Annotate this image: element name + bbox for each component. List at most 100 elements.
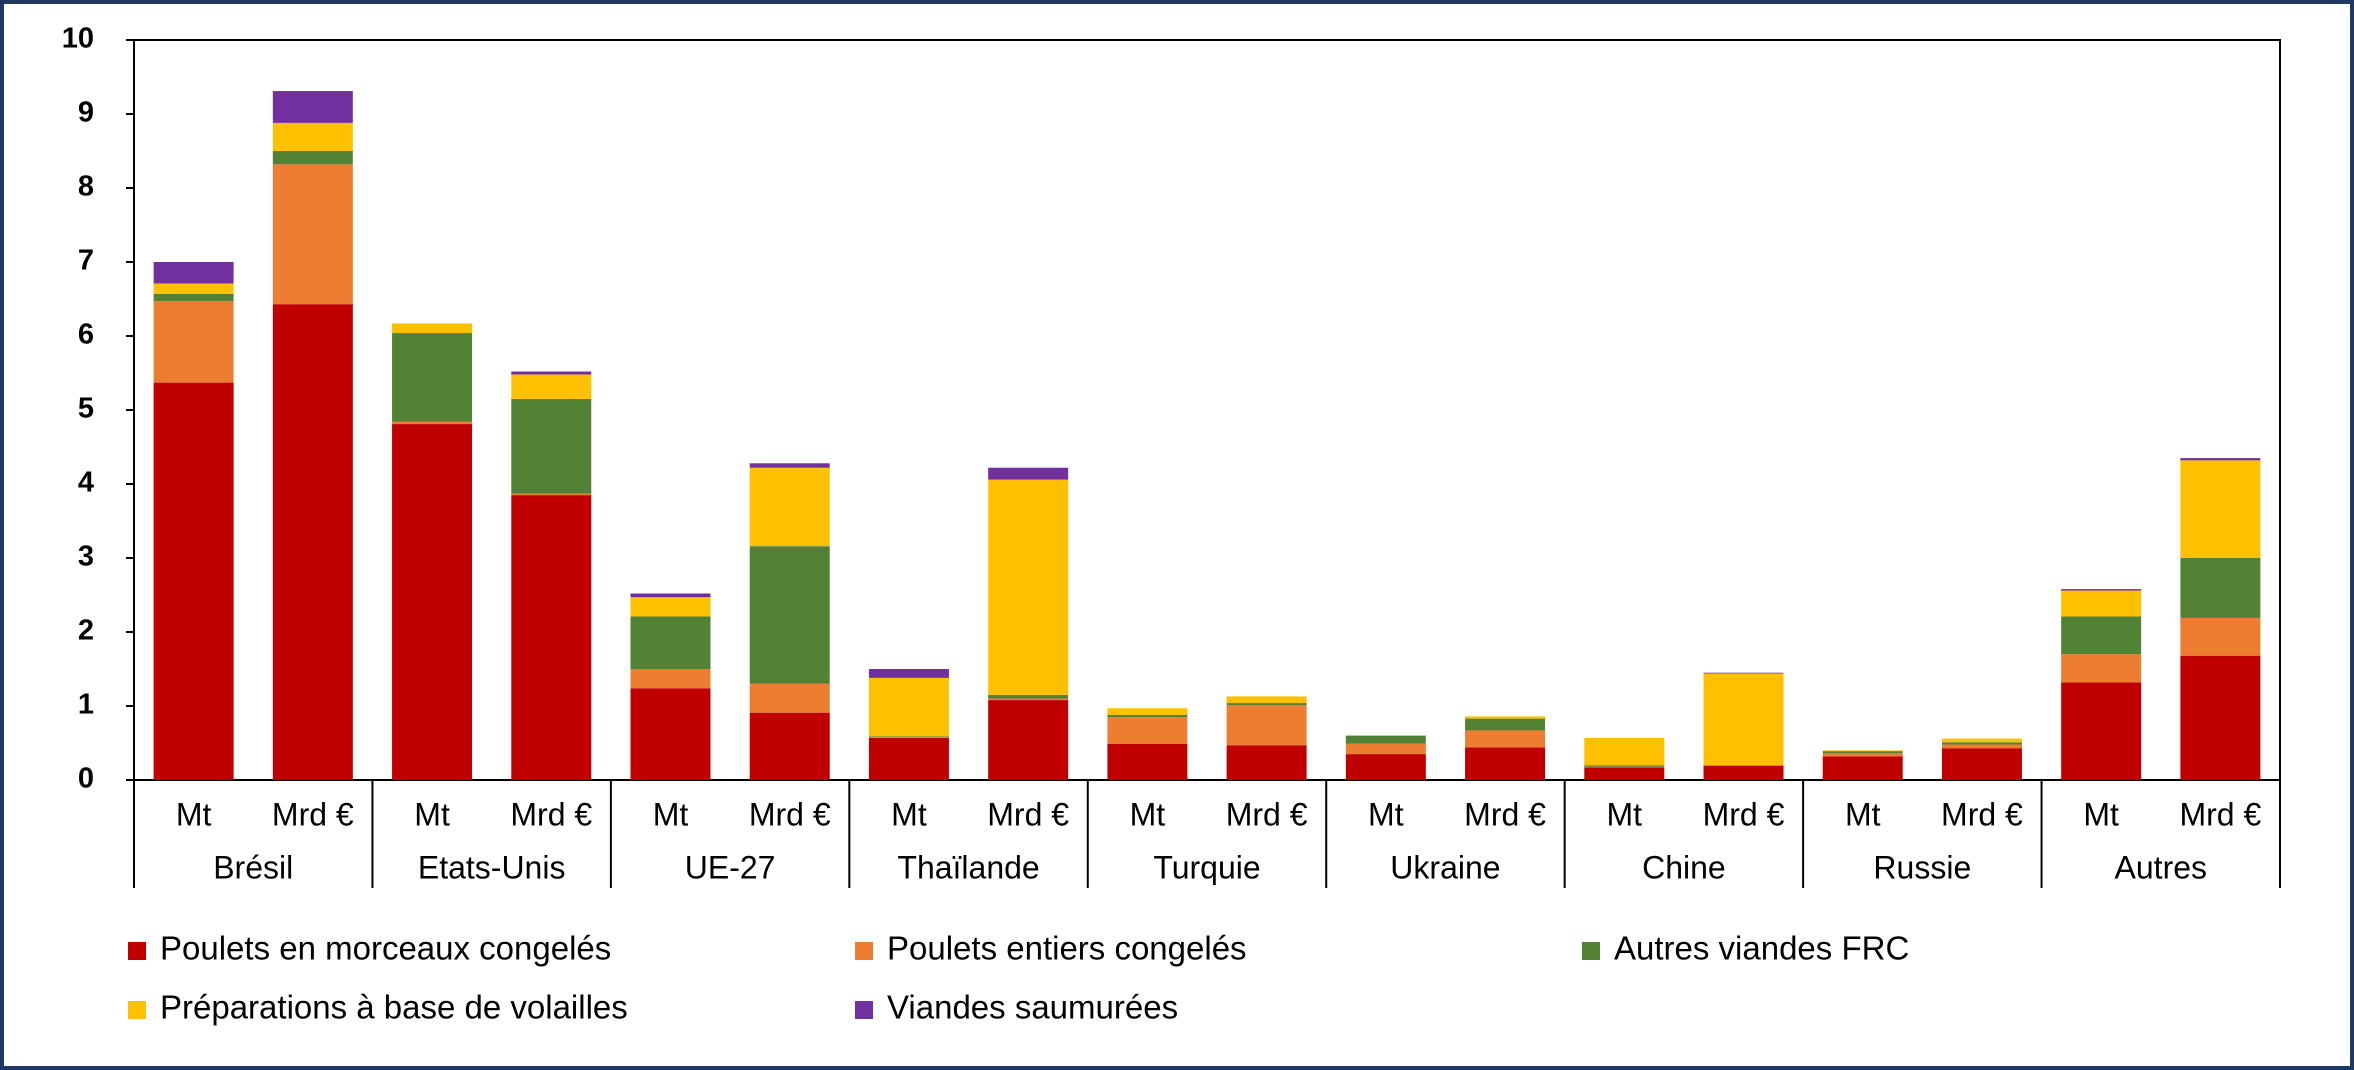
bar-segment [1941,748,2022,780]
bar-segment [868,737,949,738]
bar-segment [153,283,234,294]
bar-segment [1941,738,2022,743]
bar-segment [392,323,473,334]
x-tick-label: Mrd € [1226,796,1308,832]
bar-segment [1703,672,1784,674]
group-label: Russie [1873,849,1971,885]
bar-segment [630,616,711,669]
legend-label: Viandes saumurées [887,989,1178,1026]
bar-segment [511,371,592,375]
group-label: UE-27 [685,849,776,885]
bar-segment [1941,744,2022,749]
bar-segment [988,698,1069,701]
group-label: Brésil [213,849,293,885]
bar-segment [272,122,353,151]
y-tick-label: 10 [62,23,94,55]
bar-segment [1584,767,1665,780]
bar-segment [2061,682,2142,780]
y-tick-label: 6 [78,319,94,351]
bar-segment [1107,743,1188,780]
bar-segment [630,593,711,598]
legend-swatch [855,1001,873,1019]
x-tick-label: Mrd € [987,796,1069,832]
bar-segment [630,688,711,780]
bar-segment [988,479,1069,695]
bar-segment [1465,730,1546,748]
x-tick-label: Mrd € [1941,796,2023,832]
bar-segment [1822,756,1903,780]
y-tick-label: 4 [78,467,94,499]
y-tick-label: 3 [78,541,94,573]
bar-segment [511,398,592,494]
bar-segment [2180,460,2261,558]
legend-swatch [128,1001,146,1019]
y-tick-label: 0 [78,763,94,795]
bar-segment [868,737,949,780]
bar-segment [988,467,1069,480]
bar-segment [630,597,711,617]
legend-swatch [1582,942,1600,960]
bar-segment [1226,703,1307,706]
x-tick-label: Mrd € [510,796,592,832]
bar-segment [2061,589,2142,591]
x-tick-label: Mt [1130,796,1166,832]
y-tick-label: 9 [78,97,94,129]
bar-segment [1226,705,1307,746]
bar-segment [392,333,473,422]
bar-segment [1822,751,1903,754]
x-tick-label: Mt [2083,796,2119,832]
bar-segment [1703,765,1784,780]
bar-segment [749,683,830,713]
bar-segment [868,669,949,678]
y-tick-label: 5 [78,393,94,425]
x-tick-label: Mrd € [1464,796,1546,832]
x-tick-label: Mt [1845,796,1881,832]
legend-label: Autres viandes FRC [1614,930,1909,967]
group-label: Etats-Unis [418,849,566,885]
legend-label: Préparations à base de volailles [160,989,628,1026]
bar-segment [1703,673,1784,766]
bar-segment [1941,742,2022,745]
legend-swatch [855,942,873,960]
group-label: Chine [1642,849,1726,885]
bar-segment [988,694,1069,699]
legend-label: Poulets entiers congelés [887,930,1247,967]
bar-segment [749,546,830,684]
bar-segment [988,700,1069,780]
bar-segment [2061,590,2142,617]
x-tick-label: Mt [653,796,689,832]
bar-segment [1822,753,1903,757]
bar-segment [511,374,592,399]
x-tick-label: Mt [176,796,212,832]
bar-segment [272,151,353,165]
bar-segment [153,382,234,780]
x-tick-label: Mt [414,796,450,832]
group-label: Ukraine [1390,849,1500,885]
bar-segment [511,495,592,780]
bar-segment [1822,750,1903,752]
bar-segment [153,293,234,302]
legend-label: Poulets en morceaux congelés [160,930,611,967]
x-tick-label: Mt [891,796,927,832]
bar-segment [749,463,830,468]
bar-segment [1703,765,1784,766]
x-tick-label: Mrd € [749,796,831,832]
bar-segment [868,677,949,737]
bar-segment [272,304,353,780]
group-label: Turquie [1153,849,1260,885]
bar-segment [868,736,949,738]
x-tick-label: Mt [1607,796,1643,832]
bar-segment [2061,616,2142,655]
bar-segment [1226,696,1307,704]
bar-segment [1345,735,1426,744]
bar-segment [392,421,473,425]
bar-segment [2061,654,2142,683]
bar-segment [1465,747,1546,780]
x-tick-label: Mrd € [2179,796,2261,832]
x-tick-label: Mrd € [272,796,354,832]
y-tick-label: 2 [78,615,94,647]
y-tick-label: 7 [78,245,94,277]
bar-segment [153,301,234,383]
x-tick-label: Mt [1368,796,1404,832]
